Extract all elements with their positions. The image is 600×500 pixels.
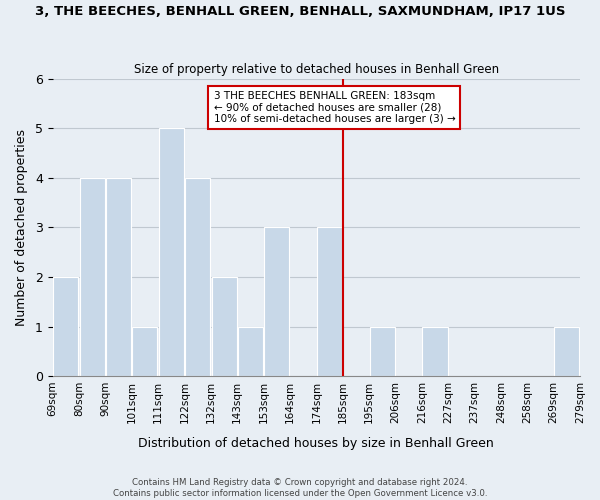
Title: Size of property relative to detached houses in Benhall Green: Size of property relative to detached ho… (134, 63, 499, 76)
Text: Contains HM Land Registry data © Crown copyright and database right 2024.
Contai: Contains HM Land Registry data © Crown c… (113, 478, 487, 498)
Bar (422, 326, 448, 376)
X-axis label: Distribution of detached houses by size in Benhall Green: Distribution of detached houses by size … (139, 437, 494, 450)
Bar (212, 277, 236, 376)
Y-axis label: Number of detached properties: Number of detached properties (15, 129, 28, 326)
Bar (238, 326, 263, 376)
Bar (133, 326, 157, 376)
Bar (80, 178, 105, 376)
Bar (317, 228, 342, 376)
Text: 3 THE BEECHES BENHALL GREEN: 183sqm
← 90% of detached houses are smaller (28)
10: 3 THE BEECHES BENHALL GREEN: 183sqm ← 90… (214, 91, 455, 124)
Text: 3, THE BEECHES, BENHALL GREEN, BENHALL, SAXMUNDHAM, IP17 1US: 3, THE BEECHES, BENHALL GREEN, BENHALL, … (35, 5, 565, 18)
Bar (106, 178, 131, 376)
Bar (185, 178, 210, 376)
Bar (370, 326, 395, 376)
Bar (53, 277, 79, 376)
Bar (264, 228, 289, 376)
Bar (554, 326, 580, 376)
Bar (159, 128, 184, 376)
